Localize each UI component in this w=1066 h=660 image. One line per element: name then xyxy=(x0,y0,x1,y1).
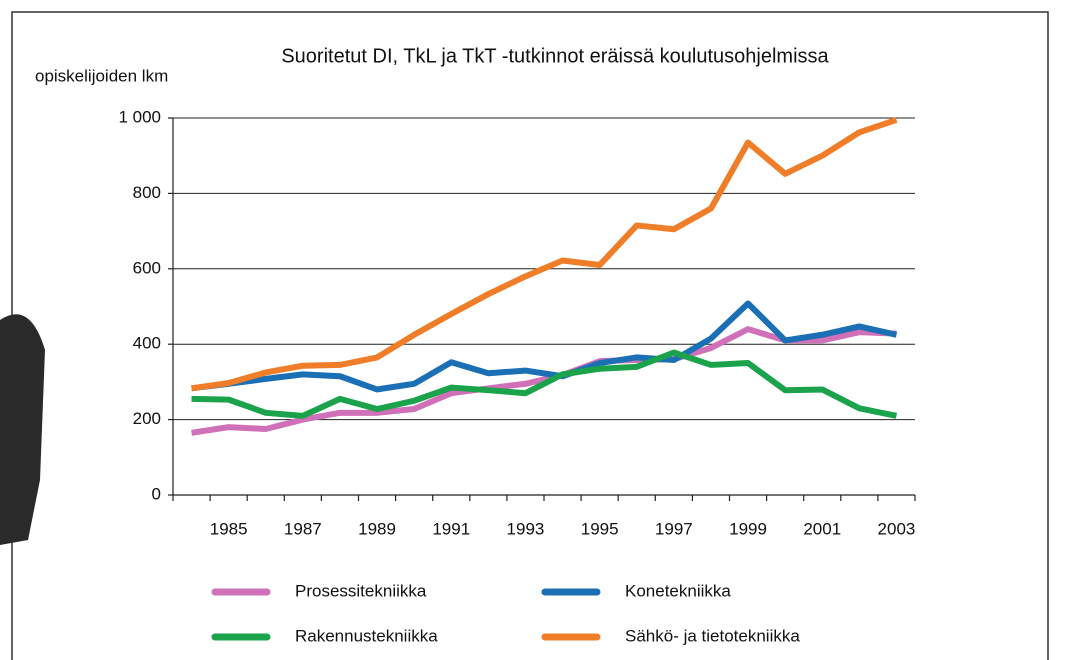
x-tick-label: 1999 xyxy=(729,519,767,538)
y-tick-label: 600 xyxy=(133,258,161,277)
series-line xyxy=(191,300,898,393)
y-tick-label: 800 xyxy=(133,183,161,202)
legend-label: Rakennustekniikka xyxy=(295,626,438,645)
y-tick-label: 400 xyxy=(133,334,161,353)
x-tick-label: 1993 xyxy=(507,519,545,538)
x-tick-label: 2001 xyxy=(803,519,841,538)
x-tick-label: 1991 xyxy=(432,519,470,538)
y-tick-label: 0 xyxy=(152,484,161,503)
legend-label: Prosessitekniikka xyxy=(295,581,427,600)
legend-label: Sähkö- ja tietotekniikka xyxy=(625,626,800,645)
y-axis-label: opiskelijoiden lkm xyxy=(35,66,168,85)
series-line xyxy=(191,117,898,392)
x-tick-label: 1989 xyxy=(358,519,396,538)
x-tick-label: 1987 xyxy=(284,519,322,538)
chart-title: Suoritetut DI, TkL ja TkT -tutkinnot erä… xyxy=(281,45,829,67)
x-tick-label: 1997 xyxy=(655,519,693,538)
y-tick-label: 1 000 xyxy=(118,107,161,126)
y-tick-label: 200 xyxy=(133,409,161,428)
x-tick-label: 2003 xyxy=(878,519,916,538)
legend-label: Konetekniikka xyxy=(625,581,731,600)
series-line xyxy=(191,349,898,419)
x-tick-label: 1985 xyxy=(210,519,248,538)
x-tick-label: 1995 xyxy=(581,519,619,538)
person-silhouette xyxy=(0,314,45,545)
series-line xyxy=(191,326,897,436)
